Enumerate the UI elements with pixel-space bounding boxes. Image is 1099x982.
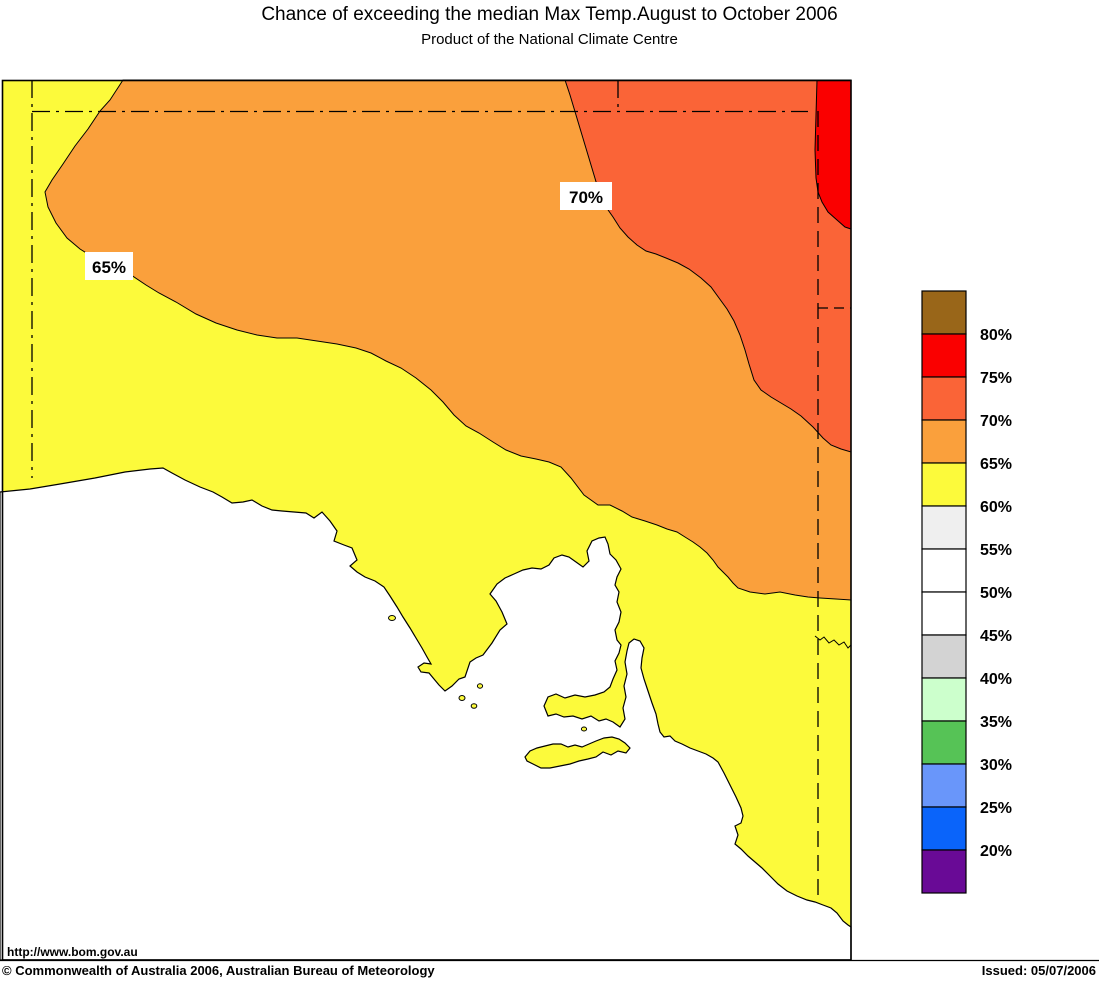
contour-label-65-text: 65% [92,258,126,277]
legend-swatch-75-80 [921,333,967,378]
legend-label-50: 50% [980,585,1012,602]
legend-swatch-20-25 [921,806,967,851]
legend-swatch-65-70 [921,419,967,464]
legend-swatch-60-65 [921,462,967,507]
bom-url-label: http://www.bom.gov.au [7,945,138,959]
page-subtitle: Product of the National Climate Centre [421,31,678,48]
legend-label-35: 35% [980,714,1012,731]
legend-swatch-40-45 [921,634,967,679]
contour-label-65-box [85,252,133,280]
contour-label-70-box [560,182,612,210]
legend-swatch-50-55 [921,548,967,593]
legend-swatch-70-75 [921,376,967,421]
legend-label-65: 65% [980,456,1012,473]
legend-swatch-30-35 [921,720,967,765]
footer-copyright: © Commonwealth of Australia 2006, Austra… [2,963,435,978]
contour-label-70-text: 70% [569,188,603,207]
legend-label-70: 70% [980,413,1012,430]
kangaroo-island [524,736,631,769]
legend-label-75: 75% [980,370,1012,387]
legend-label-55: 55% [980,542,1012,559]
footer-issued-date: Issued: 05/07/2006 [981,963,1096,978]
island-troubridge [580,726,588,732]
legend: 80% 75% 70% 65% 60% 55% 50% 45% 40% 35% 30% 25% 20% [921,290,1012,894]
island-thistle [458,695,466,701]
river-murray [814,635,852,649]
legend-swatch-above-80 [921,290,967,335]
legend-swatch-45-50 [921,591,967,636]
legend-swatch-55-60 [921,505,967,550]
legend-swatch-below-20 [921,849,967,894]
island-flinders [388,615,396,621]
ocean [0,467,852,961]
map-frame [1,79,852,961]
legend-swatch-25-30 [921,763,967,808]
legend-swatch-35-40 [921,677,967,722]
legend-label-40: 40% [980,671,1012,688]
legend-label-45: 45% [980,628,1012,645]
island-boston [476,683,484,689]
contour-label-65: 65% [85,252,133,280]
legend-label-60: 60% [980,499,1012,516]
island-wedge [470,703,478,709]
contour-label-70: 70% [560,182,612,210]
legend-label-80: 80% [980,327,1012,344]
legend-label-25: 25% [980,800,1012,817]
legend-label-30: 30% [980,757,1012,774]
page-title: Chance of exceeding the median Max Temp.… [261,4,838,25]
legend-label-20: 20% [980,843,1012,860]
